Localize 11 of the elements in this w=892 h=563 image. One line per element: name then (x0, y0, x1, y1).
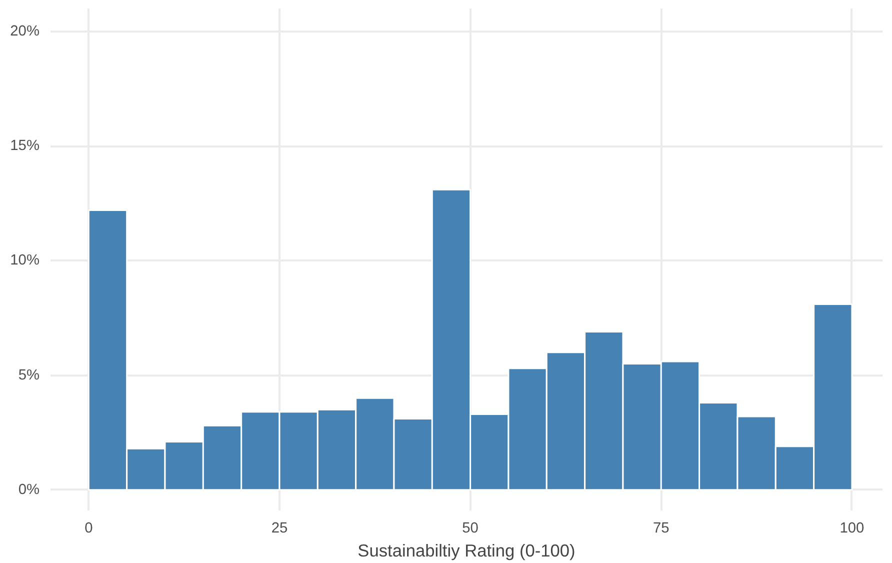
y-tick-label: 0% (18, 482, 40, 498)
y-tick-label: 20% (10, 23, 40, 40)
y-tick-label: 15% (10, 138, 40, 154)
x-tick-label: 75 (652, 520, 670, 536)
x-tick-label: 0 (84, 520, 93, 536)
y-tick-label: 10% (10, 252, 40, 269)
y-tick-label: 5% (18, 367, 40, 384)
x-tick-label: 50 (462, 520, 478, 536)
x-tick-label: 25 (271, 520, 288, 536)
x-tick-label: 100 (840, 520, 864, 536)
x-axis-title: Sustainabiltiy Rating (0-100) (358, 540, 576, 560)
